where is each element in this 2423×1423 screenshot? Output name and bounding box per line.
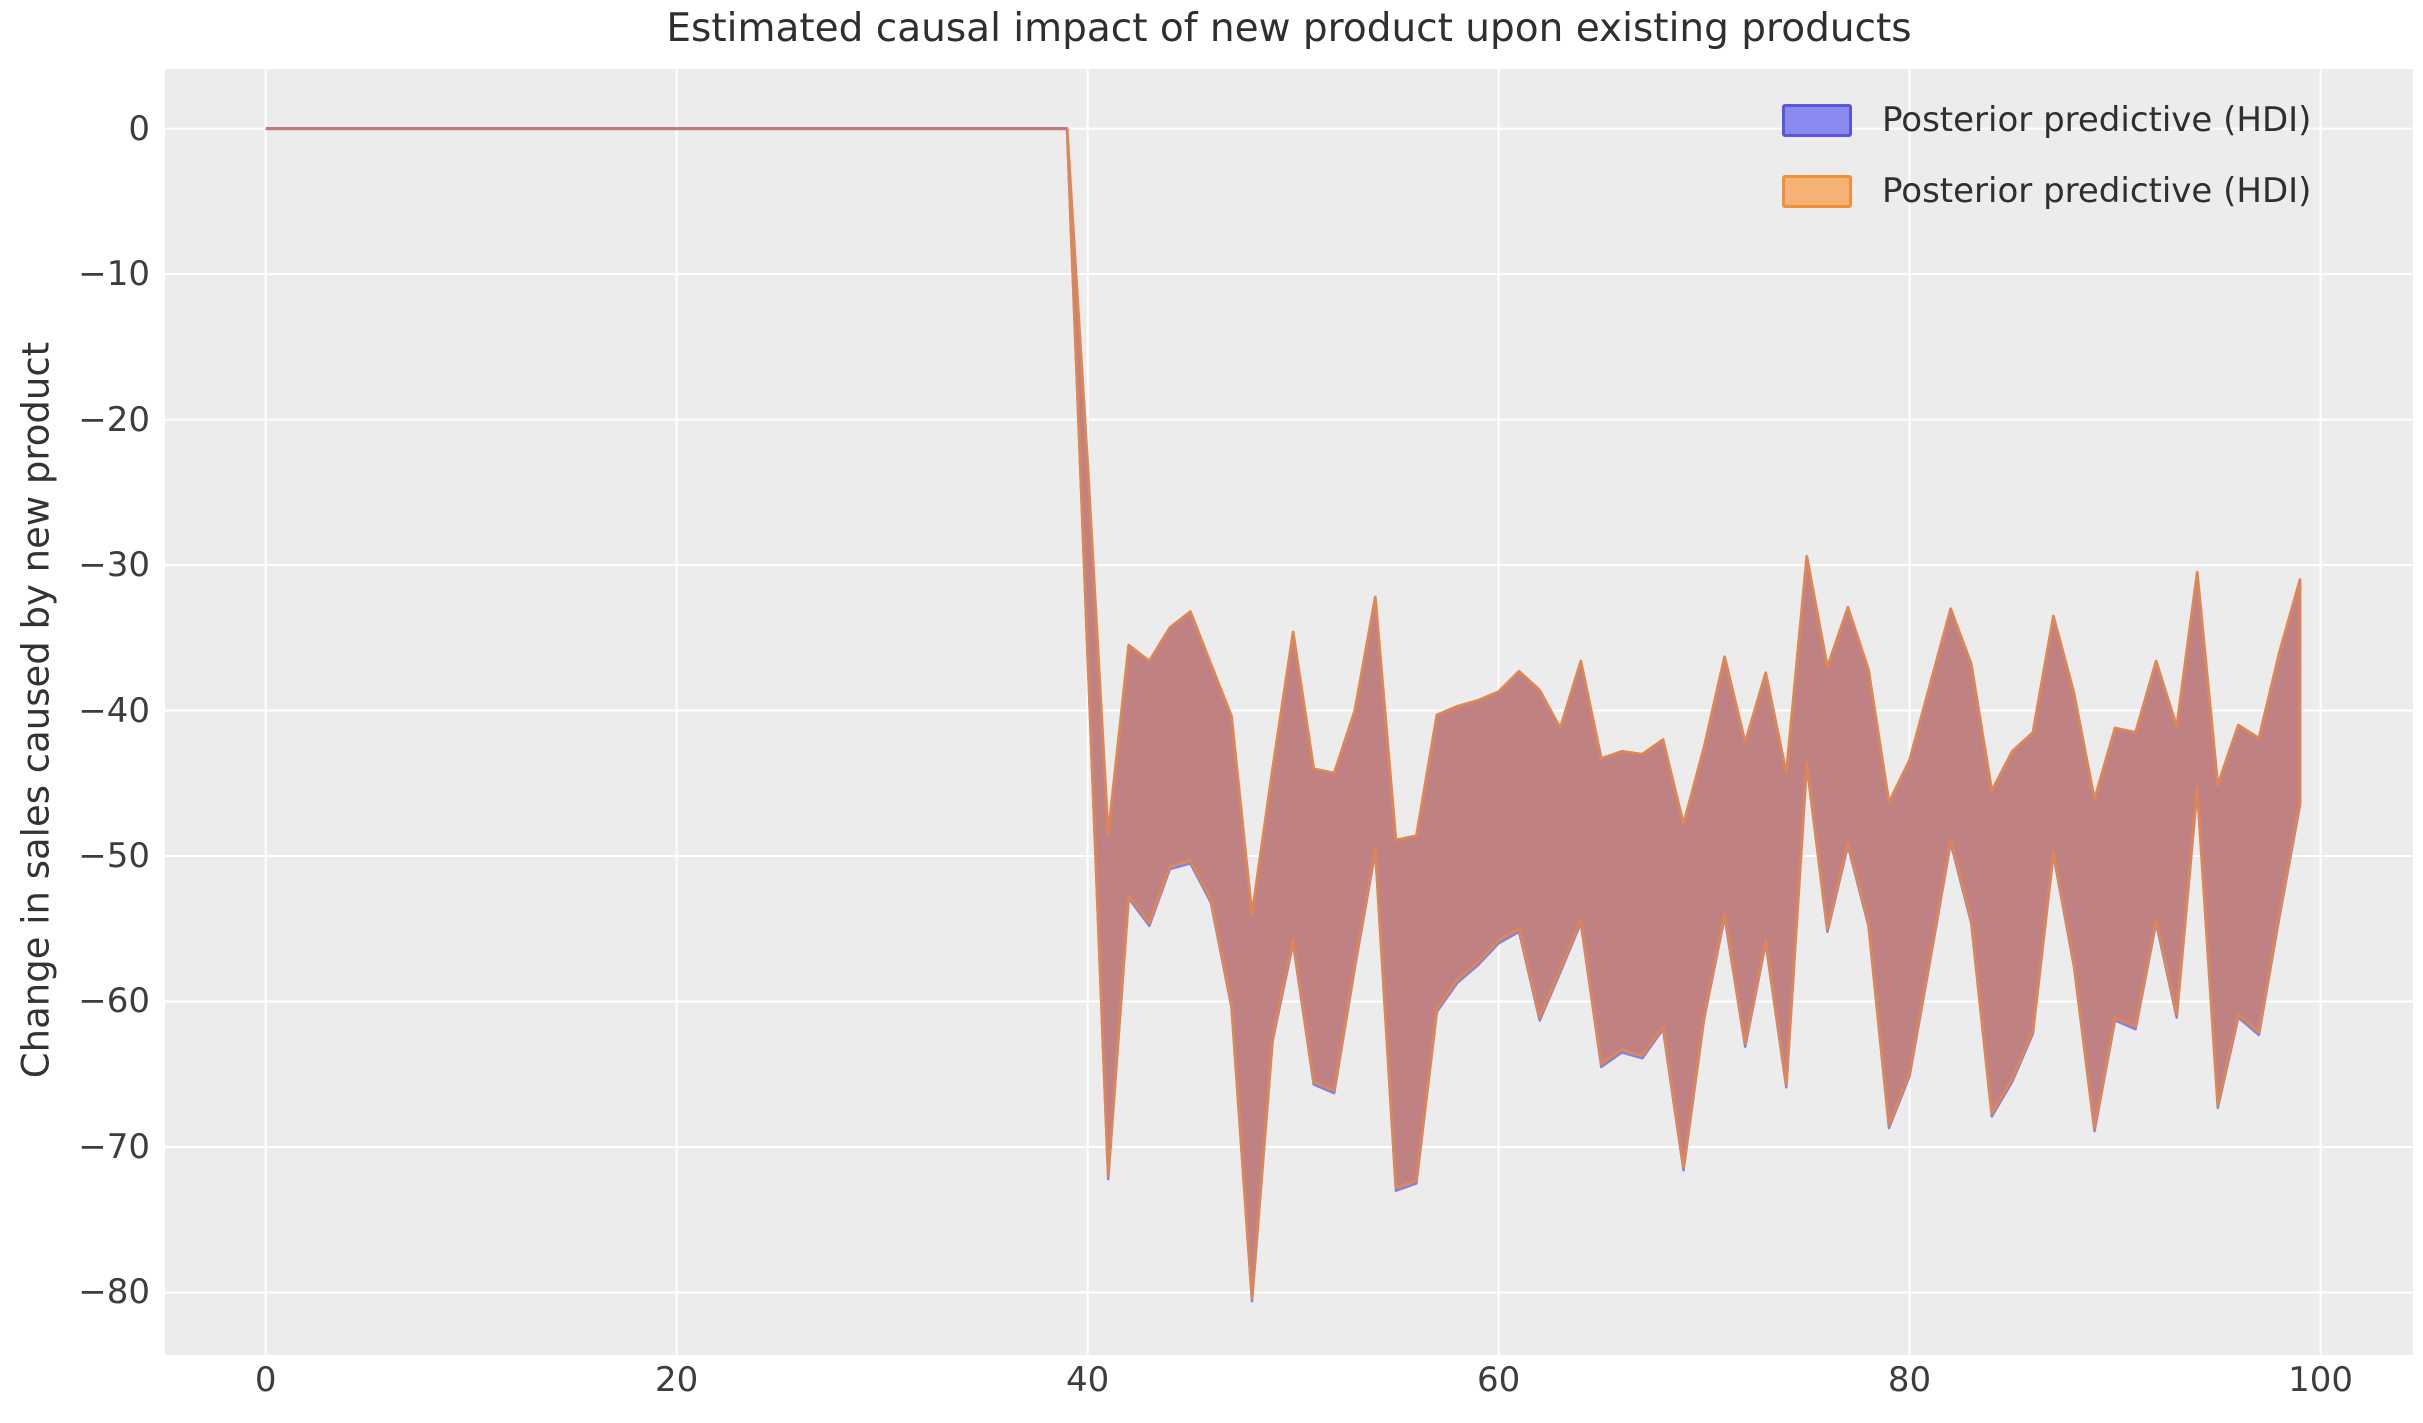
y-tick-label: −30 [78, 545, 150, 586]
x-tick-label: 100 [2288, 1360, 2353, 1400]
y-tick-label: −40 [78, 690, 150, 731]
hdi-band-swatch-blue-icon [1782, 103, 1852, 137]
y-tick-label: −80 [78, 1272, 150, 1313]
legend-label: Posterior predictive (HDI) [1882, 100, 2312, 140]
y-tick-label: −70 [78, 1126, 150, 1167]
y-tick-label: −60 [78, 981, 150, 1022]
hdi-band-orange [1065, 127, 2302, 1300]
x-tick-label: 80 [1887, 1360, 1932, 1400]
hdi-band-swatch-orange-icon [1782, 174, 1852, 208]
y-tick-label: −20 [78, 399, 150, 440]
y-tick-label: 0 [128, 108, 150, 149]
x-tick-label: 20 [655, 1360, 699, 1400]
x-tick-label: 40 [1065, 1360, 1110, 1400]
legend-label: Posterior predictive (HDI) [1882, 171, 2312, 211]
y-tick-label: −10 [78, 254, 150, 295]
legend: Posterior predictive (HDI) Posterior pre… [1782, 100, 2311, 242]
legend-item: Posterior predictive (HDI) [1782, 171, 2311, 211]
chart-title: Estimated causal impact of new product u… [666, 6, 1912, 51]
legend-item: Posterior predictive (HDI) [1782, 100, 2311, 140]
x-tick-label: 60 [1476, 1360, 1521, 1400]
x-tick-label: 0 [254, 1360, 277, 1400]
y-tick-label: −50 [78, 836, 150, 877]
